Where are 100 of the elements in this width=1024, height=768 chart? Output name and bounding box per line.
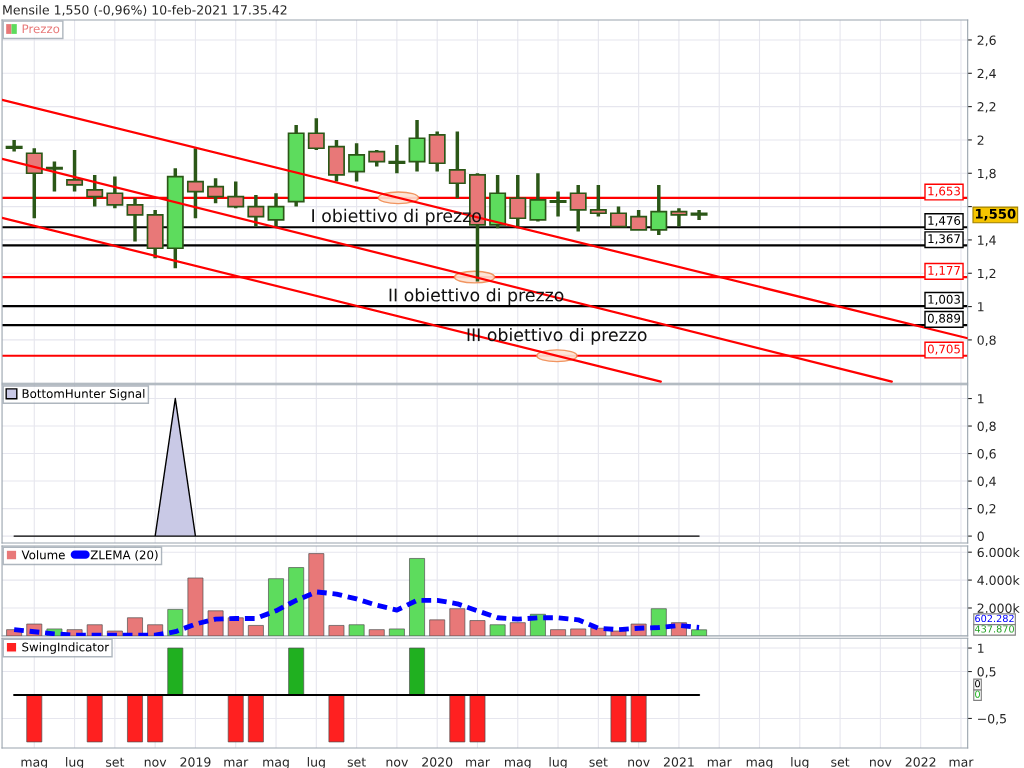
x-tick-label: mar — [707, 759, 732, 767]
x-tick-label: 2020 — [422, 757, 453, 767]
bar — [691, 629, 707, 636]
x-tick-label: set — [589, 757, 608, 767]
legend-label: Volume — [21, 550, 65, 560]
x-tick-label: nov — [144, 759, 167, 767]
y-tick-label: 0,8 — [977, 335, 996, 347]
y-tick-label: 0,4 — [977, 476, 996, 488]
y-tick-label: 1,4 — [978, 235, 996, 247]
y-tick-label: 0,6 — [977, 449, 996, 460]
y-tick-label: 1 — [978, 643, 984, 653]
x-tick-label: mar — [466, 759, 490, 767]
ref-line-label: 1,653 — [928, 186, 960, 197]
x-tick-label: set — [347, 757, 366, 767]
candlestick — [186, 148, 204, 219]
bar — [469, 620, 486, 636]
bar — [288, 567, 305, 636]
legend-label: BottomHunter Signal — [22, 388, 145, 401]
y-tick-label: 1,2 — [978, 268, 996, 280]
candlestick — [66, 149, 84, 192]
candlestick — [45, 161, 63, 192]
x-tick-label: set — [105, 757, 125, 767]
candlestick — [650, 184, 668, 235]
y-tick-label: −0,5 — [978, 713, 1006, 725]
bar — [127, 617, 143, 636]
text: 1,550 — [975, 208, 1016, 221]
y-tick-label: 1 — [978, 302, 984, 312]
bar — [247, 625, 264, 636]
ref-line-label: 0,705 — [927, 344, 960, 355]
candlestick — [25, 148, 43, 219]
bar — [509, 622, 526, 636]
candlestick — [227, 181, 245, 209]
x-tick-label: nov — [870, 759, 892, 767]
candlestick — [630, 209, 648, 231]
bar — [550, 629, 566, 636]
bar — [368, 629, 385, 636]
bar — [187, 577, 204, 636]
y-tick-label: 2.000k — [977, 603, 1020, 613]
bar — [409, 558, 425, 636]
candlestick — [267, 193, 285, 227]
candlestick — [610, 206, 627, 228]
y-tick-label: 0,5 — [977, 667, 996, 678]
x-tick-label: mar — [949, 759, 974, 767]
line-series — [11, 589, 702, 636]
x-tick-label: nov — [386, 759, 409, 767]
candlestick — [670, 208, 688, 227]
y-tick-label: 4.000k — [977, 575, 1020, 586]
candlestick — [569, 184, 587, 232]
bar — [308, 553, 325, 636]
legend-label: SwingIndicator — [22, 642, 110, 654]
y-tick-label: 2 — [977, 135, 984, 145]
candlestick — [509, 174, 527, 229]
y-tick-label: 0,8 — [977, 421, 996, 433]
x-tick-label: 2019 — [180, 757, 211, 767]
candlestick — [126, 198, 144, 242]
candlestick — [529, 173, 547, 222]
candlestick — [408, 119, 426, 172]
candlestick — [307, 118, 325, 150]
ref-line-label: 1,003 — [928, 294, 960, 305]
ref-line-label: 1,177 — [928, 266, 960, 276]
y-tick-label: 6.000k — [977, 547, 1020, 558]
bar — [449, 608, 466, 636]
text: Prezzo — [22, 24, 60, 34]
candlestick — [388, 144, 406, 174]
bar — [328, 625, 345, 636]
y-tick-label: 2,4 — [977, 68, 996, 80]
bar — [268, 578, 284, 636]
bar — [388, 628, 405, 636]
y-tick-label: 1 — [978, 394, 984, 404]
y-tick-label: 2,2 — [977, 102, 996, 113]
candlestick — [247, 194, 265, 227]
text: 437.870 — [974, 625, 1014, 633]
ref-line-label: 1,476 — [928, 216, 961, 227]
bar — [489, 624, 506, 636]
bar — [348, 624, 365, 636]
x-tick-label: 2022 — [905, 757, 936, 767]
x-tick-label: set — [831, 757, 850, 767]
candlestick — [549, 191, 567, 217]
y-tick-label: 1,8 — [978, 168, 996, 180]
x-tick-label: 2021 — [663, 757, 694, 767]
candlestick — [448, 131, 466, 199]
y-tick-label: 0,2 — [977, 504, 996, 515]
text: 602.282 — [975, 614, 1014, 623]
ref-line-label: 1,367 — [928, 234, 960, 245]
bar — [429, 619, 446, 636]
candlestick — [207, 178, 225, 204]
y-tick-label: 2,6 — [977, 35, 996, 47]
bar — [227, 617, 244, 636]
chart-title: Mensile 1,550 (-0,96%) 10-feb-2021 17.35.42 — [3, 4, 287, 17]
ref-line-label: 0,889 — [927, 313, 961, 324]
candlestick — [106, 176, 124, 209]
candlestick — [348, 143, 366, 182]
candlestick — [86, 174, 104, 207]
x-tick-label: nov — [628, 759, 650, 767]
candlestick — [589, 184, 607, 217]
y-tick-label: 0 — [977, 531, 984, 542]
legend-label: ZLEMA (20) — [90, 550, 158, 561]
bar — [570, 628, 587, 636]
x-tick-label: mar — [224, 759, 249, 767]
annotation: II obiettivo di prezzo — [389, 288, 564, 305]
